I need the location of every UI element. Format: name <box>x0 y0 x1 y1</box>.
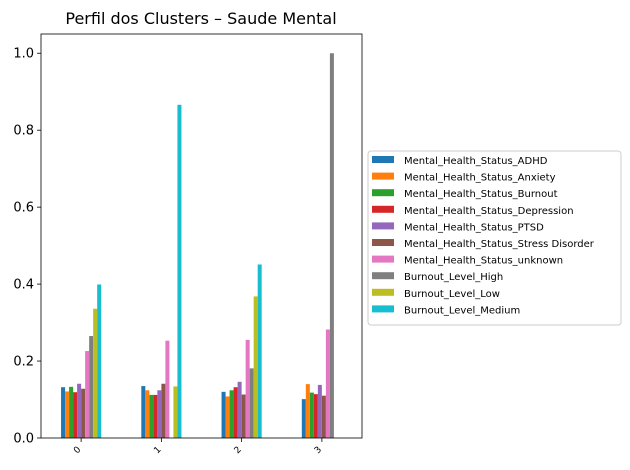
legend-label: Mental_Health_Status_unknown <box>404 256 563 267</box>
legend-swatch <box>372 189 394 197</box>
bar-mental-health-status-adhd-cluster-2 <box>221 391 226 438</box>
bar-mental-health-status-anxiety-cluster-3 <box>305 384 310 438</box>
bar-mental-health-status-adhd-cluster-3 <box>301 399 306 438</box>
y-tick-label: 0.6 <box>13 201 34 216</box>
bar-mental-health-status-unknown-cluster-1 <box>165 340 170 438</box>
y-tick-label: 0.2 <box>13 355 34 370</box>
bar-burnout-level-medium-cluster-2 <box>257 264 262 438</box>
bar-burnout-level-medium-cluster-0 <box>97 284 102 438</box>
legend-label: Mental_Health_Status_Stress Disorder <box>404 239 595 250</box>
bar-mental-health-status-stress-disorder-cluster-3 <box>321 395 326 438</box>
legend-label: Mental_Health_Status_Depression <box>404 206 574 217</box>
bar-mental-health-status-stress-disorder-cluster-1 <box>161 383 166 438</box>
legend-label: Burnout_Level_Low <box>404 289 500 300</box>
x-tick-label: 0 <box>72 445 83 456</box>
bar-mental-health-status-ptsd-cluster-1 <box>157 390 162 438</box>
y-tick-label: 0.0 <box>13 432 34 447</box>
legend-swatch <box>372 239 394 246</box>
bar-mental-health-status-unknown-cluster-3 <box>325 329 330 438</box>
legend-box <box>367 150 622 326</box>
bar-mental-health-status-stress-disorder-cluster-2 <box>241 394 246 438</box>
bar-burnout-level-high-cluster-0 <box>89 336 94 438</box>
legend-swatch <box>372 305 394 313</box>
bar-mental-health-status-ptsd-cluster-0 <box>77 383 82 438</box>
bar-mental-health-status-anxiety-cluster-0 <box>65 391 70 438</box>
bar-mental-health-status-anxiety-cluster-1 <box>145 390 150 438</box>
bar-burnout-level-low-cluster-1 <box>173 386 178 438</box>
bar-mental-health-status-depression-cluster-2 <box>233 387 238 438</box>
bar-mental-health-status-depression-cluster-1 <box>153 394 158 438</box>
bar-mental-health-status-unknown-cluster-2 <box>245 339 250 438</box>
bar-burnout-level-high-cluster-3 <box>329 53 334 439</box>
bar-mental-health-status-unknown-cluster-0 <box>85 351 90 438</box>
legend-swatch <box>372 222 394 230</box>
legend: Mental_Health_Status_ADHD Mental_Health_S… <box>367 150 622 326</box>
bar-burnout-level-high-cluster-2 <box>249 368 254 438</box>
legend-label: Burnout_Level_High <box>404 272 503 283</box>
x-tick-label: 1 <box>152 445 163 456</box>
legend-swatch <box>372 156 394 163</box>
bar-mental-health-status-depression-cluster-3 <box>313 394 318 438</box>
y-tick-label: 1.0 <box>13 47 34 62</box>
legend-swatch <box>372 255 394 263</box>
bar-burnout-level-low-cluster-2 <box>253 296 258 438</box>
y-tick-label: 0.4 <box>13 278 34 293</box>
y-tick-label: 0.8 <box>13 124 34 139</box>
bar-mental-health-status-ptsd-cluster-3 <box>317 384 322 438</box>
legend-label: Mental_Health_Status_PTSD <box>404 222 544 233</box>
legend-label: Mental_Health_Status_Burnout <box>404 189 558 200</box>
bar-mental-health-status-ptsd-cluster-2 <box>237 381 242 438</box>
chart-title: Perfil dos Clusters – Saude Mental <box>65 9 336 28</box>
axes-group: 0.0 0.2 0.4 0.6 0.8 1.0 0 1 2 3 <box>13 33 363 456</box>
bars-group <box>61 53 334 439</box>
x-tick-label: 2 <box>233 445 244 456</box>
legend-label: Mental_Health_Status_Anxiety <box>404 173 556 184</box>
axes-frame <box>40 33 363 439</box>
bar-mental-health-status-burnout-cluster-0 <box>69 386 74 438</box>
legend-swatch <box>372 172 394 180</box>
bar-mental-health-status-anxiety-cluster-2 <box>225 396 230 438</box>
bar-mental-health-status-burnout-cluster-2 <box>229 390 234 438</box>
bar-burnout-level-low-cluster-0 <box>93 308 98 438</box>
bar-mental-health-status-adhd-cluster-0 <box>61 387 66 438</box>
legend-swatch <box>372 288 394 296</box>
bar-mental-health-status-adhd-cluster-1 <box>141 386 146 438</box>
bar-mental-health-status-stress-disorder-cluster-0 <box>81 388 86 438</box>
bar-mental-health-status-burnout-cluster-3 <box>309 392 314 438</box>
bar-burnout-level-medium-cluster-1 <box>177 104 182 439</box>
legend-swatch <box>372 205 394 213</box>
legend-label: Mental_Health_Status_ADHD <box>404 156 548 167</box>
x-tick-label: 3 <box>313 445 324 456</box>
legend-swatch <box>372 272 394 280</box>
legend-label: Burnout_Level_Medium <box>404 305 520 316</box>
bar-mental-health-status-burnout-cluster-1 <box>149 394 154 438</box>
bar-mental-health-status-depression-cluster-0 <box>73 392 78 438</box>
